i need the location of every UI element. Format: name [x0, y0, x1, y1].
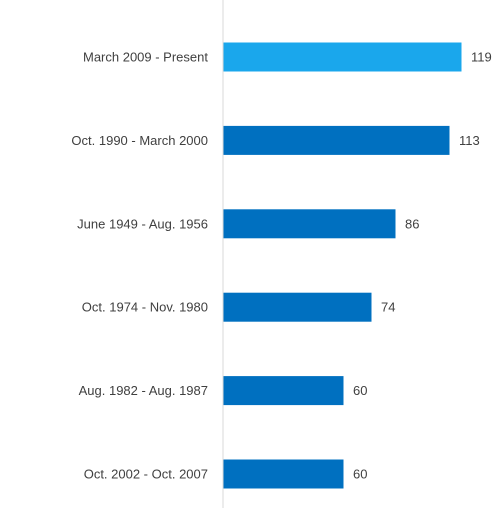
bars-layer [223, 42, 462, 489]
data-label: 113 [459, 133, 480, 148]
data-label: 86 [405, 216, 419, 231]
bar [223, 209, 396, 239]
category-label: June 1949 - Aug. 1956 [77, 216, 208, 231]
category-label: Oct. 1974 - Nov. 1980 [82, 300, 208, 315]
labels-layer: March 2009 - Present 119 Oct. 1990 - March… [71, 50, 491, 482]
bar [223, 125, 450, 155]
data-label: 119 [471, 50, 492, 65]
category-label: Oct. 1990 - March 2000 [71, 133, 208, 148]
bar [223, 376, 344, 406]
category-label: Aug. 1982 - Aug. 1987 [79, 383, 208, 398]
category-label: Oct. 2002 - Oct. 2007 [84, 467, 208, 482]
data-label: 74 [381, 300, 395, 315]
category-label: March 2009 - Present [83, 50, 208, 65]
bar [223, 459, 344, 489]
data-label: 60 [353, 467, 367, 482]
bar [223, 292, 372, 322]
data-label: 60 [353, 383, 367, 398]
bar [223, 42, 462, 72]
